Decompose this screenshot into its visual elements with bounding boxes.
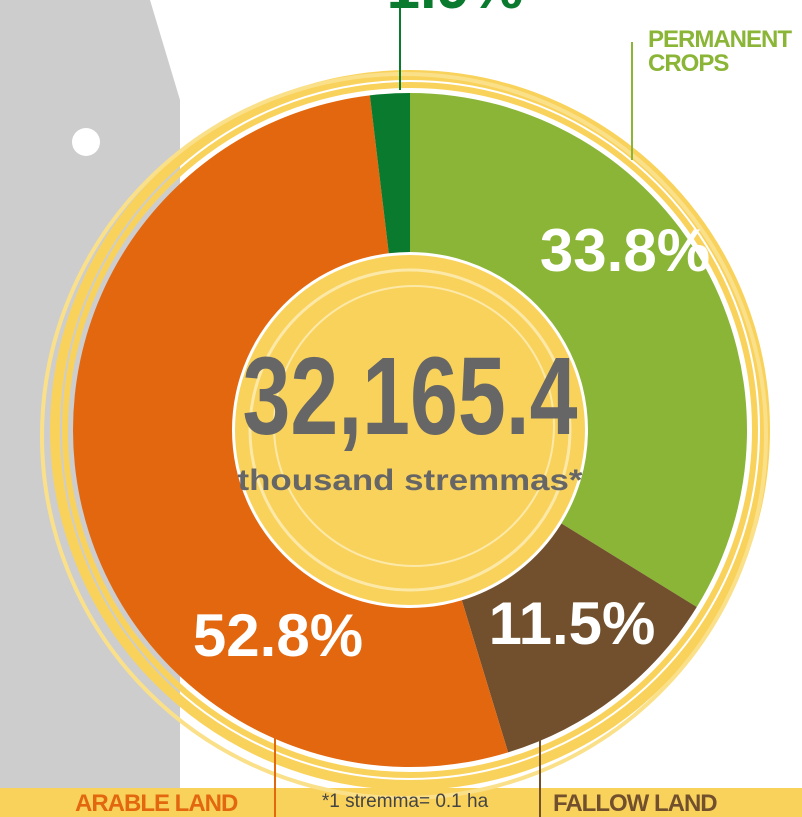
value-label: 33.8% (540, 217, 710, 284)
chart: 32,165.4 thousand stremmas* *1 stremma= … (0, 0, 802, 817)
category-label: PERMANENT CROPS (648, 28, 802, 76)
category-label: FALLOW LAND (553, 792, 717, 816)
value-label: 11.5% (489, 590, 656, 657)
page: 32,165.4 thousand stremmas* *1 stremma= … (0, 0, 802, 817)
footnote: *1 stremma= 0.1 ha (322, 791, 489, 812)
value-label: 1.9% (387, 0, 524, 21)
center-label: thousand stremmas* (238, 464, 583, 497)
value-label: 52.8% (193, 602, 363, 669)
category-label: ARABLE LAND (75, 792, 237, 816)
center-value: 32,165.4 (243, 335, 578, 458)
